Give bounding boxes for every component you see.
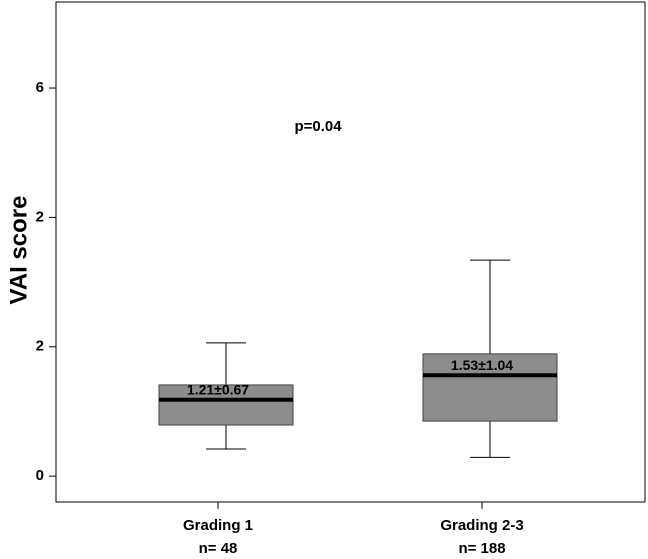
box-label: 1.53±1.04 — [451, 357, 513, 373]
box-label: 1.21±0.67 — [187, 382, 249, 398]
count-label: n= 48 — [199, 540, 238, 557]
y-tick-label: 2 — [36, 338, 44, 355]
box — [158, 384, 294, 426]
x-tick-label: Grading 1 — [183, 517, 253, 534]
y-tick-label: 2 — [36, 208, 44, 225]
x-tick-label: Grading 2-3 — [440, 517, 523, 534]
y-axis-label: VAI score — [5, 196, 32, 305]
count-label: n= 188 — [458, 540, 505, 557]
annotation: p=0.04 — [294, 118, 342, 135]
y-tick-label: 0 — [36, 467, 44, 484]
box — [422, 353, 558, 422]
y-tick-label: 6 — [36, 79, 44, 96]
plot-frame — [55, 1, 646, 503]
